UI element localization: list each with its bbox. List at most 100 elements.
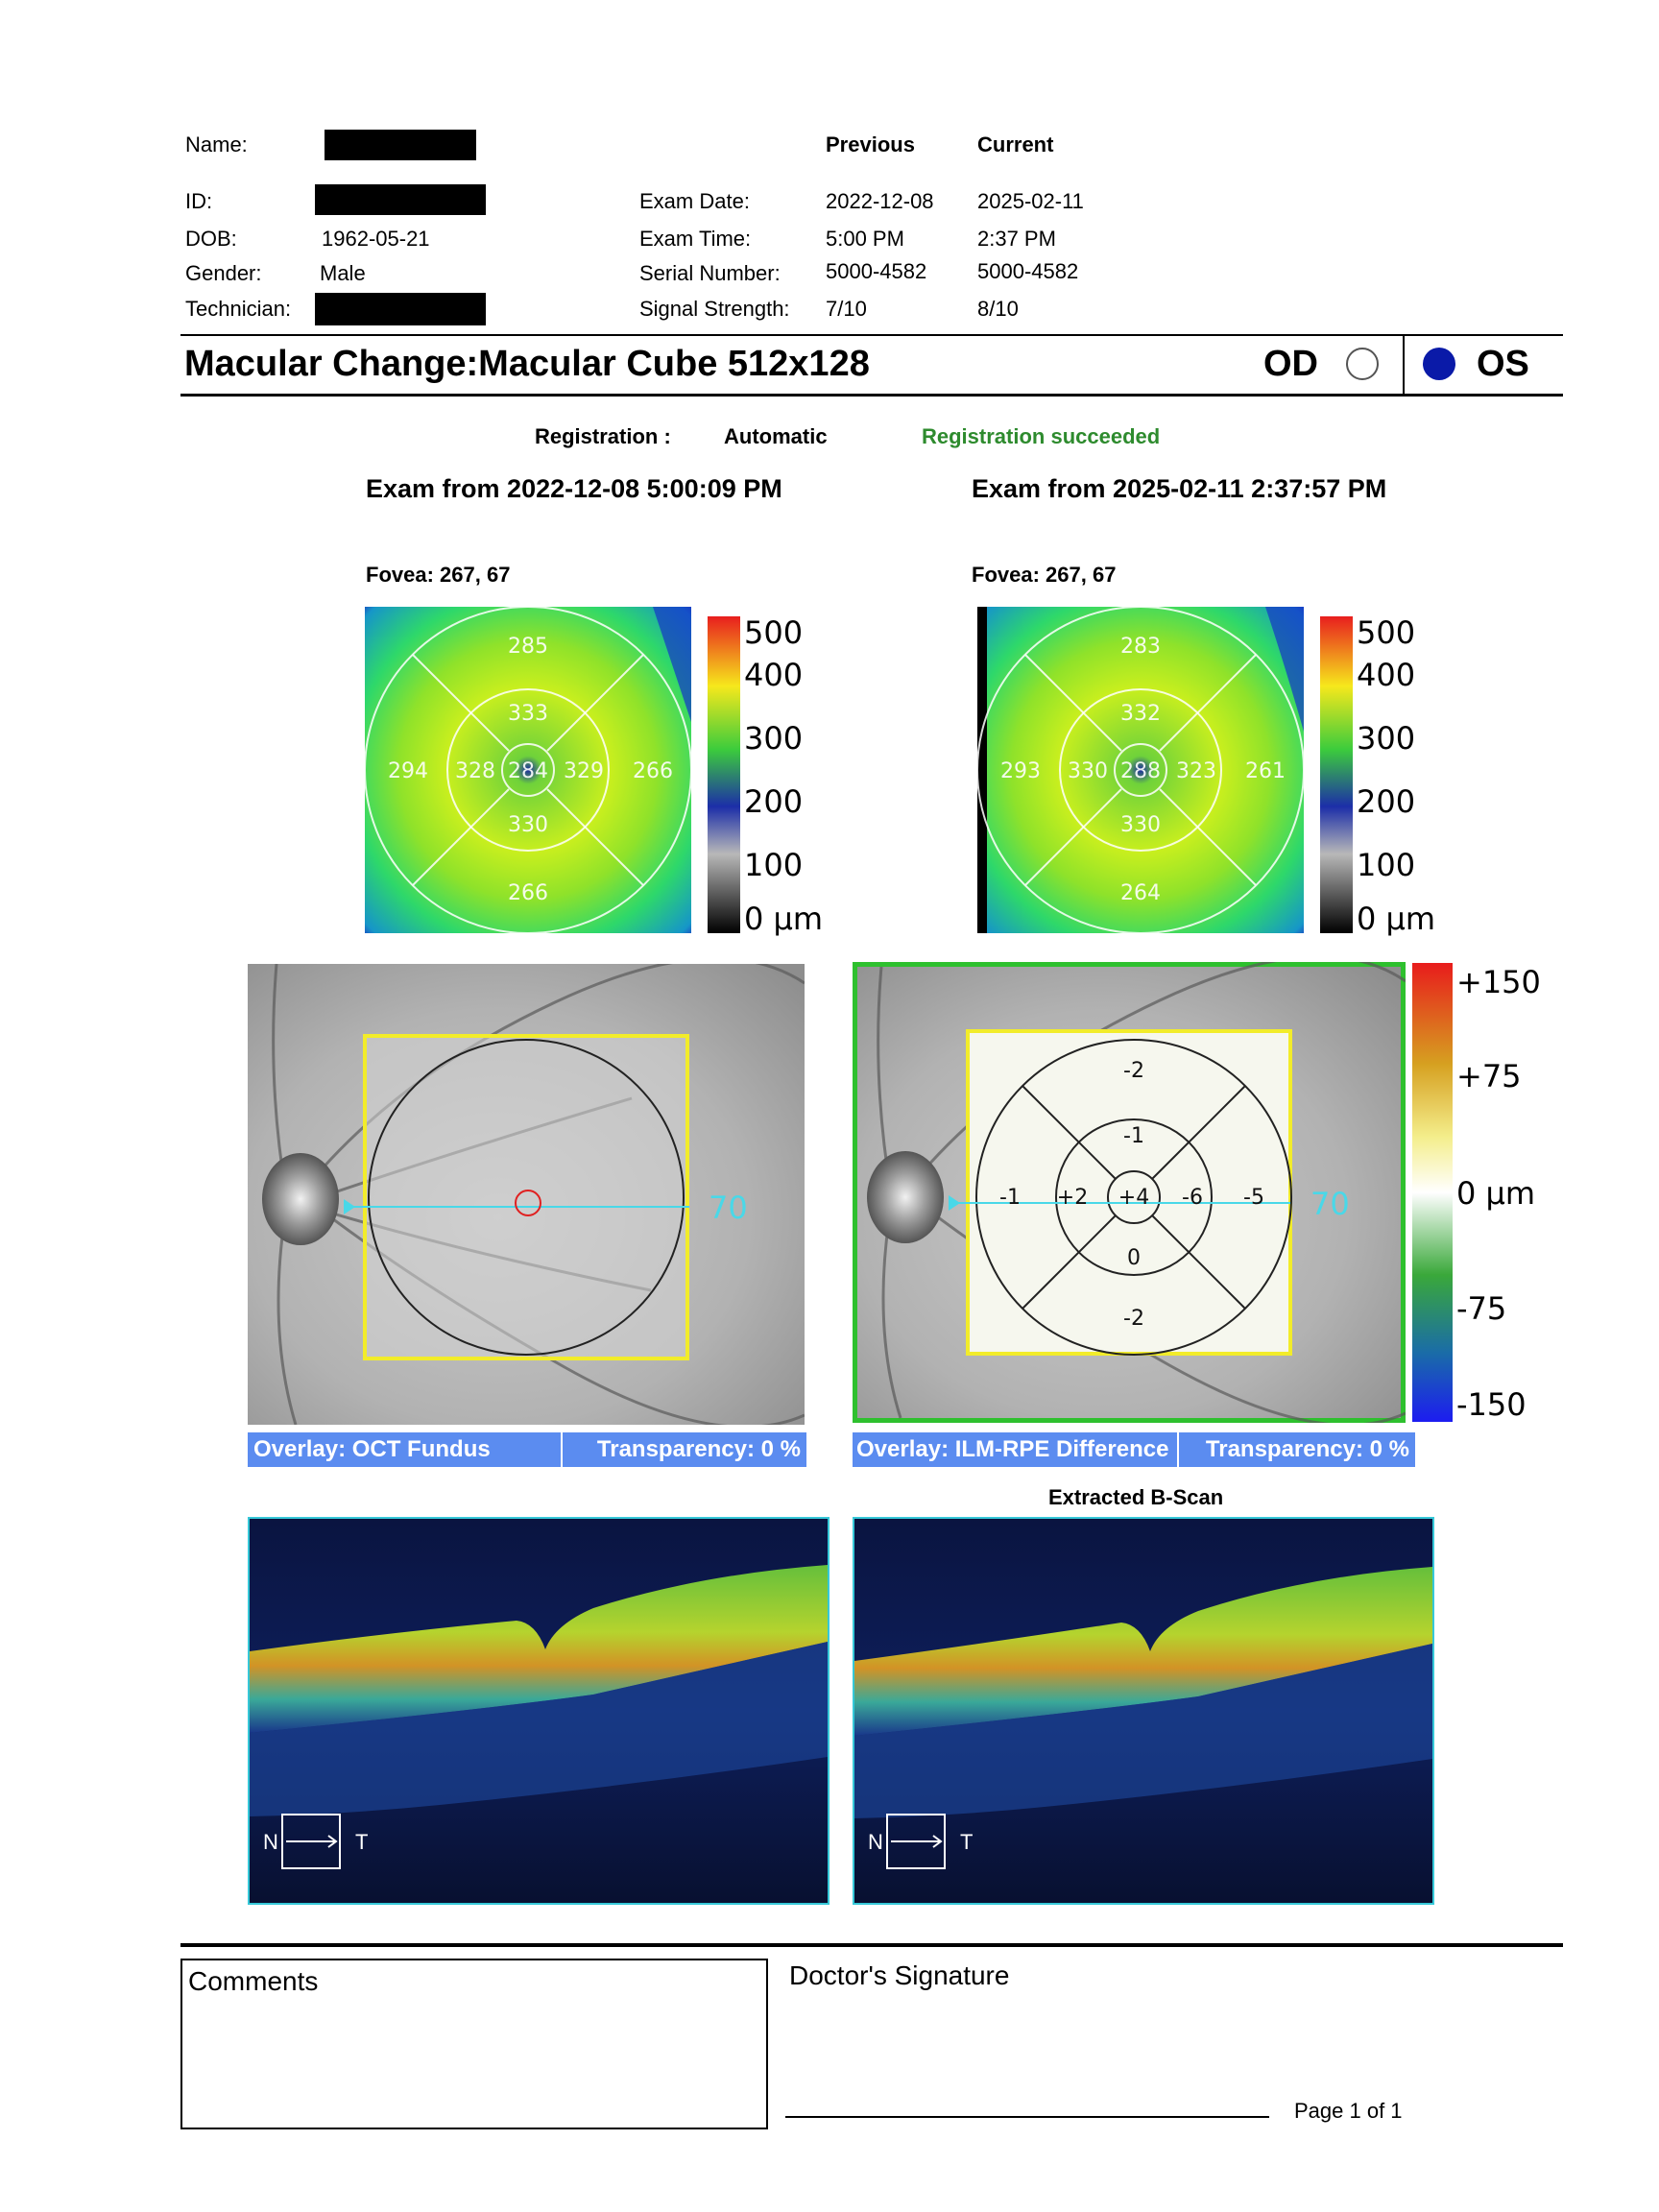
od-label: OD	[1263, 344, 1318, 384]
diff-scale-plus75: +75	[1456, 1058, 1522, 1094]
od-radio[interactable]	[1346, 348, 1379, 380]
diff-inner-nasal-value: +2	[1057, 1186, 1088, 1210]
diff-center-value: +4	[1118, 1186, 1149, 1210]
prev-outer-superior-value: 285	[508, 635, 548, 659]
bscan-heading: Extracted B-Scan	[1048, 1485, 1224, 1509]
current-overlay-bar[interactable]: Overlay: ILM-RPE Difference Transparency…	[853, 1432, 1415, 1467]
diff-outer-inferior-value: -2	[1123, 1307, 1144, 1331]
prev-inner-nasal-value: 328	[455, 759, 495, 783]
previous-overlay-bar[interactable]: Overlay: OCT Fundus Transparency: 0 %	[248, 1432, 806, 1467]
current-bscan-image: N T	[853, 1517, 1434, 1905]
curr-inner-superior-value: 332	[1120, 702, 1161, 726]
registration-status: Registration succeeded	[922, 424, 1161, 448]
current-exam-date: 2025-02-11	[977, 189, 1084, 213]
prev-scan-line-label: 70	[709, 1190, 748, 1226]
previous-fundus-image: 70	[248, 964, 805, 1425]
current-signal-strength: 8/10	[977, 297, 1019, 321]
previous-exam-time: 5:00 PM	[826, 227, 904, 251]
gender-value: Male	[320, 261, 366, 285]
previous-transparency-label: Transparency: 0 %	[596, 1436, 801, 1462]
difference-colorbar	[1412, 963, 1453, 1422]
registration-label: Registration :	[535, 424, 671, 448]
prev-scale-100: 100	[744, 847, 804, 883]
previous-bscan-image: N T	[248, 1517, 830, 1905]
dob-value: 1962-05-21	[322, 227, 430, 251]
prev-inner-inferior-value: 330	[508, 813, 548, 837]
previous-serial-number: 5000-4582	[826, 259, 927, 283]
previous-overlay-divider	[561, 1432, 563, 1467]
diff-outer-temporal-value: -5	[1243, 1186, 1264, 1210]
diff-scale-minus75: -75	[1456, 1290, 1507, 1327]
os-radio-selected[interactable]	[1423, 348, 1455, 380]
diff-outer-superior-value: -2	[1123, 1059, 1144, 1083]
curr-inner-temporal-value: 323	[1176, 759, 1216, 783]
previous-fovea: Fovea: 267, 67	[366, 563, 511, 587]
exam-time-label: Exam Time:	[639, 227, 752, 251]
current-exam-time: 2:37 PM	[977, 227, 1056, 251]
prev-outer-nasal-value: 294	[388, 759, 428, 783]
signal-strength-label: Signal Strength:	[639, 297, 790, 321]
curr-inner-inferior-value: 330	[1120, 813, 1161, 837]
diff-scale-minus150: -150	[1456, 1386, 1527, 1423]
prev-outer-inferior-value: 266	[508, 881, 548, 905]
curr-scale-0: 0 µm	[1357, 901, 1436, 937]
prev-scale-500: 500	[744, 614, 804, 651]
prev-outer-temporal-value: 266	[633, 759, 673, 783]
signature-line	[785, 2116, 1269, 2118]
id-redaction	[315, 184, 486, 215]
previous-signal-strength: 7/10	[826, 297, 867, 321]
diff-inner-temporal-value: -6	[1182, 1186, 1203, 1210]
eye-divider	[1403, 336, 1405, 394]
curr-outer-temporal-value: 261	[1245, 759, 1286, 783]
current-transparency-label: Transparency: 0 %	[1205, 1436, 1409, 1462]
exam-date-label: Exam Date:	[639, 189, 750, 213]
curr-center-value: 288	[1120, 759, 1161, 783]
curr-inner-nasal-value: 330	[1068, 759, 1108, 783]
prev-scale-300: 300	[744, 720, 804, 757]
current-column-header: Current	[977, 132, 1054, 156]
curr-outer-superior-value: 283	[1120, 635, 1161, 659]
page-indicator: Page 1 of 1	[1294, 2099, 1403, 2123]
signature-label: Doctor's Signature	[789, 1960, 1010, 1990]
current-fovea: Fovea: 267, 67	[972, 563, 1117, 587]
prev-nasal-label: N	[263, 1830, 278, 1854]
curr-scale-300: 300	[1357, 720, 1416, 757]
previous-thickness-map: 285 333 294 328 284 329 266 330 266	[365, 607, 740, 933]
curr-scale-100: 100	[1357, 847, 1416, 883]
diff-scale-plus150: +150	[1456, 964, 1541, 1000]
title-top-rule	[180, 334, 1563, 336]
current-overlay-label: Overlay: ILM-RPE Difference	[856, 1436, 1169, 1462]
prev-inner-superior-value: 333	[508, 702, 548, 726]
current-fundus-image: -2 -1 -1 +2 +4 -6 -5 0 -2 70	[853, 962, 1406, 1423]
prev-thickness-colorbar	[708, 616, 740, 933]
curr-outer-inferior-value: 264	[1120, 881, 1161, 905]
comments-label: Comments	[188, 1966, 319, 1996]
curr-scale-200: 200	[1357, 783, 1416, 820]
curr-temporal-label: T	[960, 1830, 973, 1854]
report-title: Macular Change:Macular Cube 512x128	[184, 344, 870, 384]
prev-scale-400: 400	[744, 657, 804, 693]
diff-scale-zero: 0 µm	[1456, 1175, 1536, 1212]
gender-label: Gender:	[185, 261, 262, 285]
curr-outer-nasal-value: 293	[1000, 759, 1041, 783]
title-bottom-rule	[180, 394, 1563, 397]
comments-box[interactable]: Comments	[180, 1959, 768, 2129]
prev-scale-0: 0 µm	[744, 901, 824, 937]
previous-overlay-label: Overlay: OCT Fundus	[253, 1436, 491, 1462]
registration-mode: Automatic	[724, 424, 828, 448]
curr-scan-line-label: 70	[1310, 1186, 1350, 1222]
prev-inner-temporal-value: 329	[564, 759, 604, 783]
previous-exam-heading: Exam from 2022-12-08 5:00:09 PM	[366, 474, 782, 503]
current-overlay-divider	[1177, 1432, 1179, 1467]
name-redaction	[325, 130, 476, 160]
name-label: Name:	[185, 132, 248, 156]
curr-scale-400: 400	[1357, 657, 1416, 693]
curr-scale-500: 500	[1357, 614, 1416, 651]
prev-temporal-label: T	[355, 1830, 368, 1854]
prev-center-value: 284	[508, 759, 548, 783]
current-exam-heading: Exam from 2025-02-11 2:37:57 PM	[972, 474, 1387, 503]
id-label: ID:	[185, 189, 213, 213]
prev-scale-200: 200	[744, 783, 804, 820]
current-thickness-map: 283 332 293 330 288 323 261 330 264	[977, 607, 1353, 933]
dob-label: DOB:	[185, 227, 237, 251]
